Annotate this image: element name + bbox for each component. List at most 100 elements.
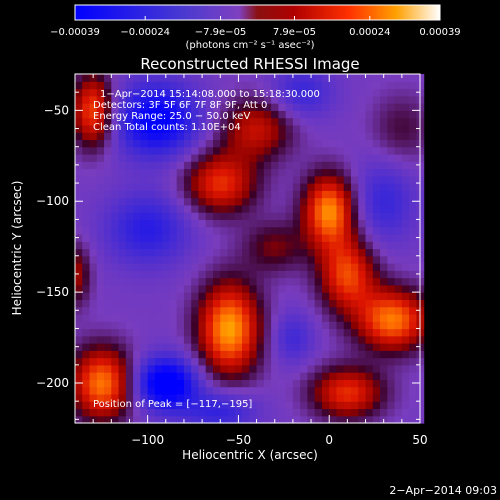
heatmap-cell bbox=[234, 103, 243, 111]
heatmap-cell bbox=[372, 139, 381, 148]
heatmap-cell bbox=[256, 386, 265, 395]
heatmap-cell bbox=[358, 284, 367, 293]
heatmap-cell bbox=[104, 103, 112, 111]
heatmap-cell bbox=[234, 335, 243, 344]
heatmap-cell bbox=[365, 284, 374, 293]
heatmap-cell bbox=[213, 124, 221, 133]
heatmap-cell bbox=[75, 146, 83, 155]
heatmap-cell bbox=[140, 74, 149, 82]
heatmap-cell bbox=[220, 204, 229, 213]
heatmap-cell bbox=[169, 117, 178, 126]
heatmap-cell bbox=[227, 95, 236, 104]
heatmap-cell bbox=[104, 313, 112, 322]
heatmap-cell bbox=[162, 335, 171, 344]
heatmap-cell bbox=[154, 204, 163, 213]
heatmap-cell bbox=[147, 284, 156, 293]
heatmap-cell bbox=[96, 153, 105, 162]
heatmap-cell bbox=[372, 183, 381, 191]
heatmap-cell bbox=[365, 124, 374, 133]
heatmap-cell bbox=[205, 306, 214, 315]
heatmap-cell bbox=[147, 321, 156, 330]
heatmap-cell bbox=[409, 168, 417, 177]
heatmap-cell bbox=[394, 299, 403, 308]
heatmap-cell bbox=[343, 117, 352, 126]
heatmap-cell bbox=[89, 313, 98, 322]
heatmap-cell bbox=[263, 415, 272, 424]
heatmap-cell bbox=[154, 357, 163, 366]
heatmap-cell bbox=[394, 175, 403, 184]
heatmap-cell bbox=[169, 277, 178, 286]
heatmap-cell bbox=[213, 110, 221, 119]
heatmap-cell bbox=[351, 197, 359, 206]
heatmap-cell bbox=[104, 124, 112, 133]
heatmap-cell bbox=[198, 306, 207, 315]
heatmap-cell bbox=[147, 139, 156, 148]
heatmap-cell bbox=[242, 277, 250, 286]
heatmap-cell bbox=[387, 306, 396, 315]
heatmap-cell bbox=[234, 408, 243, 417]
heatmap-cell bbox=[351, 292, 359, 300]
heatmap-cell bbox=[111, 175, 120, 184]
heatmap-cell bbox=[314, 95, 323, 104]
heatmap-cell bbox=[191, 88, 200, 97]
heatmap-cell bbox=[104, 88, 112, 97]
heatmap-cell bbox=[336, 364, 345, 373]
heatmap-cell bbox=[343, 146, 352, 155]
heatmap-cell bbox=[271, 88, 279, 97]
heatmap-cell bbox=[256, 124, 265, 133]
heatmap-cell bbox=[198, 379, 207, 388]
heatmap-cell bbox=[89, 132, 98, 141]
heatmap-cell bbox=[256, 292, 265, 300]
heatmap-cell bbox=[278, 372, 287, 380]
heatmap-cell bbox=[263, 132, 272, 141]
heatmap-cell bbox=[111, 88, 120, 97]
heatmap-cell bbox=[336, 241, 345, 250]
heatmap-cell bbox=[249, 415, 258, 424]
heatmap-cell bbox=[125, 175, 134, 184]
heatmap-cell bbox=[401, 175, 410, 184]
heatmap-cell bbox=[191, 219, 200, 228]
heatmap-cell bbox=[278, 110, 287, 119]
heatmap-cell bbox=[271, 226, 279, 235]
heatmap-cell bbox=[343, 81, 352, 90]
heatmap-cell bbox=[96, 299, 105, 308]
heatmap-cell bbox=[183, 364, 192, 373]
heatmap-cell bbox=[365, 190, 374, 199]
heatmap-cell bbox=[205, 153, 214, 162]
heatmap-cell bbox=[198, 197, 207, 206]
heatmap-cell bbox=[365, 335, 374, 344]
heatmap-cell bbox=[256, 350, 265, 359]
heatmap-cell bbox=[242, 401, 250, 410]
heatmap-cell bbox=[314, 175, 323, 184]
heatmap-cell bbox=[118, 357, 127, 366]
heatmap-cell bbox=[125, 124, 134, 133]
heatmap-cell bbox=[191, 204, 200, 213]
heatmap-cell bbox=[292, 284, 301, 293]
heatmap-cell bbox=[321, 204, 330, 213]
heatmap-cell bbox=[292, 270, 301, 279]
heatmap-cell bbox=[133, 379, 141, 388]
heatmap-cell bbox=[351, 153, 359, 162]
heatmap-cell bbox=[409, 255, 417, 264]
heatmap-cell bbox=[343, 313, 352, 322]
heatmap-cell bbox=[191, 124, 200, 133]
heatmap-cell bbox=[169, 219, 178, 228]
plot-frame bbox=[74, 73, 421, 424]
heatmap-cell bbox=[227, 248, 236, 257]
heatmap-cell bbox=[205, 117, 214, 126]
heatmap-cell bbox=[191, 408, 200, 417]
heatmap-cell bbox=[96, 350, 105, 359]
heatmap-cell bbox=[96, 161, 105, 170]
heatmap-cell bbox=[285, 146, 294, 155]
heatmap-cell bbox=[358, 408, 367, 417]
heatmap-cell bbox=[300, 153, 309, 162]
heatmap-cell bbox=[96, 183, 105, 191]
heatmap-cell bbox=[343, 161, 352, 170]
heatmap-cell bbox=[401, 74, 410, 82]
heatmap-cell bbox=[104, 335, 112, 344]
heatmap-cell bbox=[183, 168, 192, 177]
heatmap-cell bbox=[234, 313, 243, 322]
heatmap-cell bbox=[198, 321, 207, 330]
heatmap-cell bbox=[96, 357, 105, 366]
heatmap-cell bbox=[104, 357, 112, 366]
